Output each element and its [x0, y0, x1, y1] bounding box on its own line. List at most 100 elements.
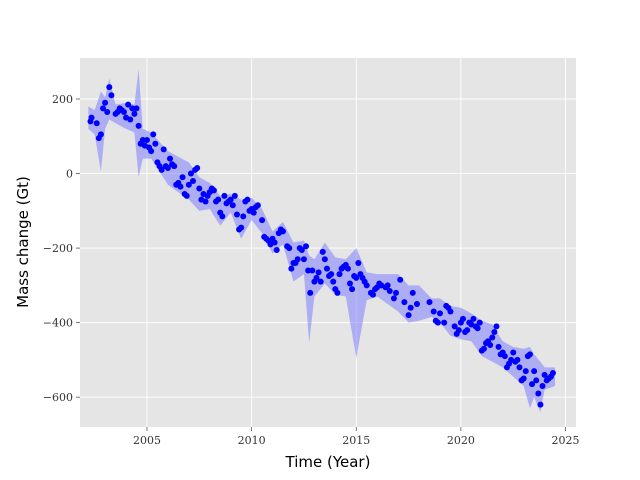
data-point — [510, 349, 517, 356]
data-point — [231, 192, 238, 199]
data-point — [97, 131, 104, 138]
data-points — [87, 84, 556, 408]
data-point — [196, 185, 203, 192]
uncertainty-band — [88, 69, 556, 413]
data-point — [315, 269, 322, 276]
y-tick-label: 0 — [66, 168, 73, 181]
data-point — [127, 116, 134, 123]
data-point — [190, 178, 197, 184]
data-point — [106, 84, 113, 91]
y-axis-label: Mass change (Gt) — [14, 176, 32, 308]
data-point — [104, 109, 111, 116]
data-point — [238, 224, 245, 231]
data-point — [305, 267, 312, 274]
data-point — [328, 271, 335, 278]
x-tick-label: 2005 — [133, 434, 161, 447]
data-point — [171, 163, 178, 170]
data-point — [227, 196, 234, 203]
data-point — [330, 278, 337, 285]
data-point — [426, 299, 433, 306]
data-point — [349, 286, 356, 293]
data-point — [386, 287, 393, 294]
data-point — [397, 276, 404, 283]
data-point — [535, 390, 542, 397]
data-point — [317, 278, 324, 285]
data-point — [300, 256, 307, 263]
y-tick-label: −600 — [43, 391, 73, 404]
data-point — [143, 137, 150, 143]
data-point — [139, 137, 146, 143]
data-point — [323, 265, 330, 272]
x-tick-labels: 2005 2010 2015 2020 2025 — [133, 427, 580, 447]
data-point — [539, 383, 546, 389]
data-point — [158, 166, 165, 173]
data-point — [516, 364, 523, 371]
data-point — [286, 245, 293, 252]
data-point — [346, 280, 353, 287]
data-point — [321, 256, 328, 263]
data-point — [129, 105, 136, 112]
data-point — [309, 267, 316, 274]
data-point — [344, 265, 351, 272]
data-point — [369, 291, 376, 298]
data-point — [459, 315, 466, 322]
data-point — [164, 164, 171, 171]
data-point — [93, 120, 100, 127]
data-point — [160, 146, 167, 153]
data-point — [219, 213, 226, 220]
y-tick-label: −200 — [43, 242, 73, 255]
data-point — [480, 345, 487, 352]
data-point — [470, 315, 477, 322]
data-point — [120, 109, 127, 116]
data-point — [177, 183, 184, 190]
y-tick-labels: 200 0 −200 −400 −600 — [43, 93, 80, 404]
data-point — [407, 304, 414, 311]
plot-background — [80, 58, 576, 427]
data-point — [393, 289, 400, 296]
data-point — [194, 164, 201, 171]
data-point — [250, 209, 257, 216]
data-point — [384, 282, 391, 289]
data-point — [464, 327, 471, 334]
data-point — [215, 196, 222, 203]
data-point — [451, 323, 458, 330]
data-point — [179, 174, 186, 181]
data-point — [355, 260, 362, 266]
data-point — [447, 308, 454, 315]
data-point — [405, 312, 412, 319]
data-point — [210, 187, 217, 194]
data-point — [541, 371, 548, 378]
data-point — [303, 243, 310, 250]
data-point — [476, 319, 483, 326]
data-point — [187, 170, 194, 177]
data-point — [531, 368, 538, 375]
data-point — [336, 271, 343, 278]
data-point — [401, 299, 408, 306]
data-point — [288, 265, 295, 272]
data-point — [125, 101, 132, 108]
data-point — [294, 256, 301, 263]
data-point — [148, 148, 155, 155]
data-point — [271, 239, 278, 246]
x-tick-label: 2015 — [342, 434, 370, 447]
data-point — [520, 375, 527, 382]
data-point — [436, 310, 443, 317]
data-point — [363, 282, 370, 289]
x-tick-label: 2010 — [238, 434, 266, 447]
data-point — [108, 92, 115, 99]
data-point — [233, 211, 240, 218]
data-point — [319, 248, 326, 255]
data-point — [549, 369, 556, 376]
data-point — [133, 105, 140, 112]
data-point — [493, 323, 500, 330]
data-point — [390, 295, 397, 302]
data-point — [240, 213, 247, 220]
data-point — [474, 325, 481, 332]
data-point — [183, 192, 190, 199]
y-tick-label: −400 — [43, 317, 73, 330]
data-point — [221, 192, 228, 199]
data-point — [441, 319, 448, 326]
data-point — [135, 122, 142, 129]
data-point — [254, 202, 261, 209]
